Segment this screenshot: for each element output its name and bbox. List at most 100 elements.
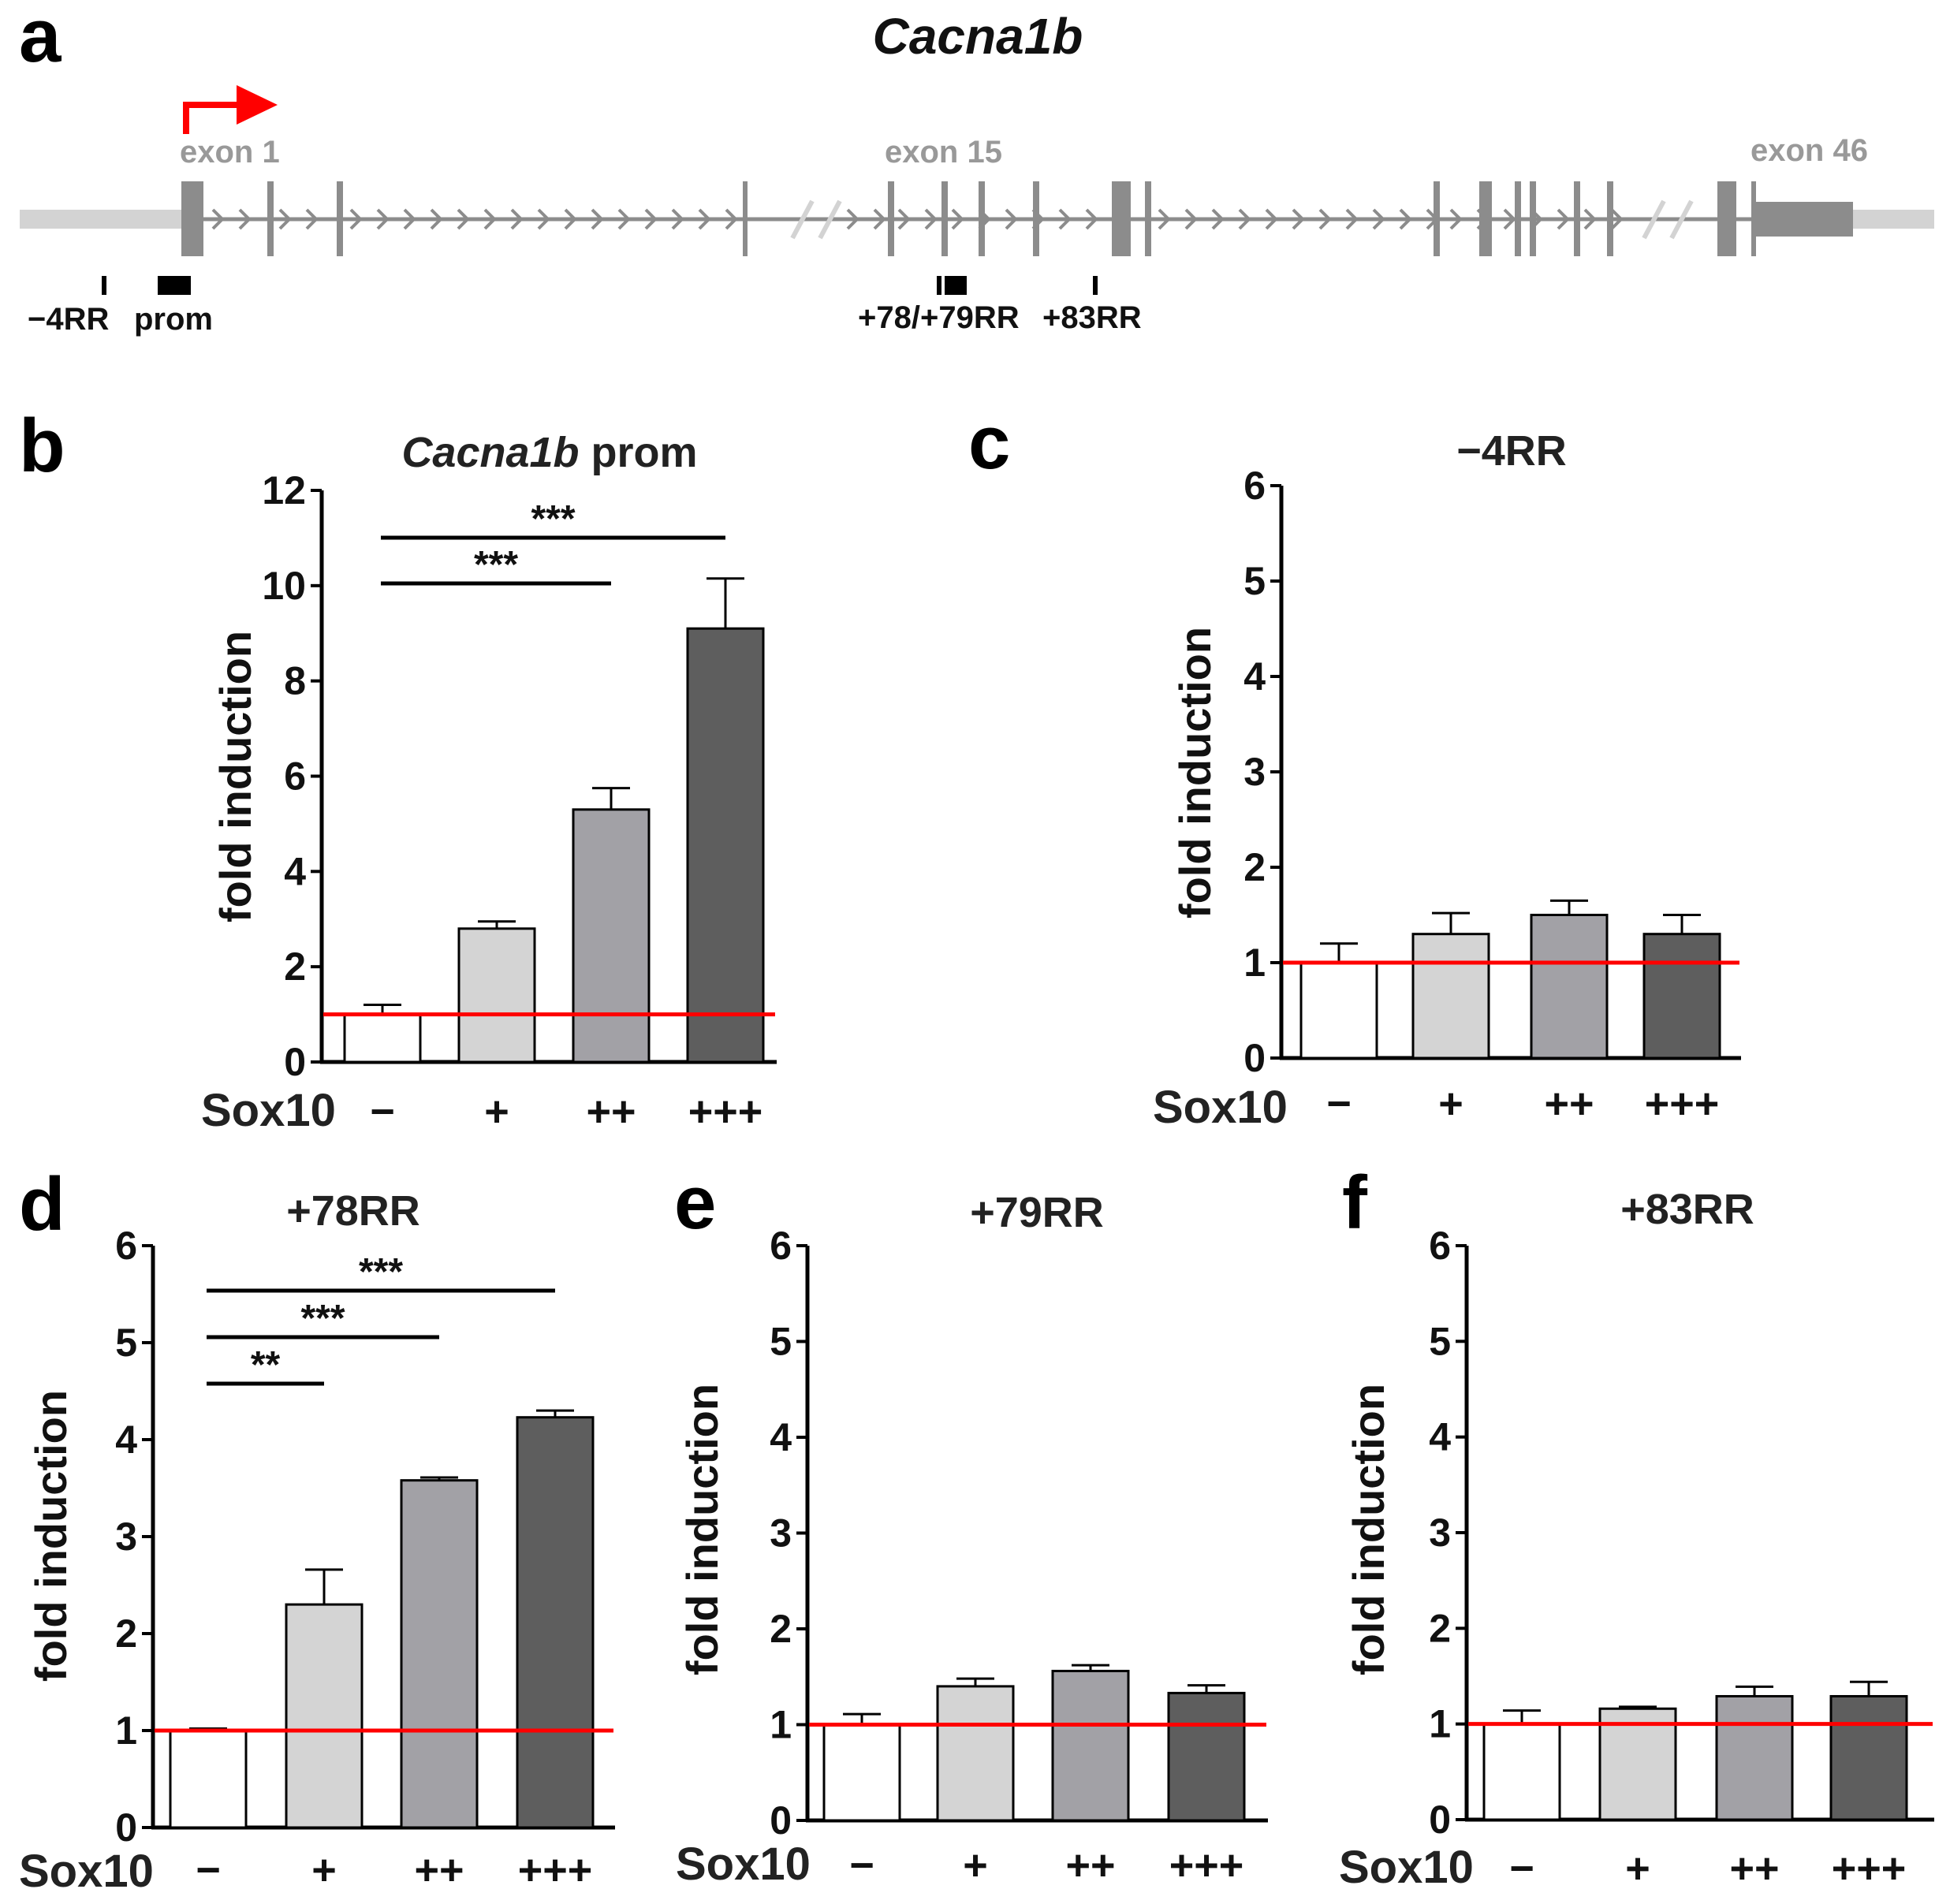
upstream-flank — [20, 210, 185, 229]
exon-label-15: exon 15 — [885, 135, 1002, 170]
chevron-icon — [1184, 208, 1198, 230]
chevron-icon — [1292, 208, 1305, 230]
exon-tick — [1717, 181, 1736, 256]
chevron-icon — [617, 208, 631, 230]
x-tick-label-f-1: + — [1625, 1845, 1650, 1892]
chart-title-b-italic: Cacna1b — [401, 429, 579, 476]
x-tick-label-b-1: + — [484, 1088, 509, 1135]
y-tick-label-b: 10 — [262, 564, 306, 608]
exon-tick — [1479, 181, 1492, 256]
chevron-icon — [1318, 208, 1332, 230]
y-tick-label-d: 2 — [115, 1612, 137, 1656]
chevron-icon — [1399, 208, 1412, 230]
chevron-icon — [1005, 208, 1018, 230]
y-tick-label-e: 4 — [770, 1415, 792, 1459]
region-mark-m4rr — [102, 276, 106, 295]
y-axis-label-d: fold induction — [26, 1390, 76, 1682]
x-tick-label-c-3: +++ — [1645, 1080, 1720, 1127]
chevron-icon — [1583, 208, 1597, 230]
y-tick-label-d: 6 — [115, 1224, 137, 1268]
chart-title-c: −4RR — [1456, 427, 1567, 475]
chart-title-b-rest: prom — [580, 429, 698, 476]
exon-tick — [337, 181, 343, 256]
y-tick-label-e: 6 — [770, 1224, 792, 1268]
chevron-icon — [510, 208, 524, 230]
y-tick-label-c: 5 — [1243, 559, 1266, 603]
y-tick-label-f: 1 — [1429, 1702, 1451, 1746]
chevron-icon — [278, 208, 292, 230]
exon-tick — [1112, 181, 1131, 256]
y-tick-label-e: 2 — [770, 1607, 792, 1651]
x-tick-label-d-3: +++ — [518, 1846, 593, 1894]
region-label-78-79rr: +78/+79RR — [858, 300, 1020, 335]
chevron-icon — [873, 208, 886, 230]
bar-b-3 — [686, 627, 765, 1064]
x-axis-label-b: Sox10 — [201, 1085, 336, 1136]
x-tick-label-e-2: ++ — [1065, 1842, 1115, 1889]
bar-b-1 — [457, 927, 536, 1064]
panel-a: a Cacna1b exon 1 exon 15 exon 46 — [19, 0, 1934, 337]
panel-letter-e: e — [674, 1161, 716, 1245]
sig-label-d-1: *** — [300, 1298, 345, 1340]
bar-d-2 — [400, 1479, 479, 1829]
chevron-icon — [644, 208, 658, 230]
sig-label-b-0: *** — [474, 544, 518, 586]
y-tick-label-d: 3 — [115, 1515, 137, 1559]
y-tick-label-d: 1 — [115, 1708, 137, 1753]
y-tick-label-e: 3 — [770, 1511, 792, 1556]
exon-1 — [181, 181, 203, 256]
y-tick-label-e: 0 — [770, 1798, 792, 1843]
x-tick-label-f-0: − — [1509, 1845, 1534, 1892]
chevron-icon — [537, 208, 550, 230]
x-tick-label-f-2: ++ — [1729, 1845, 1779, 1892]
exons — [267, 181, 1756, 256]
x-tick-label-e-0: − — [849, 1842, 874, 1889]
y-tick-label-c: 4 — [1243, 654, 1266, 699]
chevron-icon — [1058, 208, 1072, 230]
panel-letter-b: b — [19, 404, 65, 488]
chevron-icon — [1158, 208, 1171, 230]
y-tick-label-f: 3 — [1429, 1511, 1451, 1555]
y-tick-label-b: 6 — [284, 755, 306, 799]
x-axis-label-f: Sox10 — [1339, 1842, 1474, 1893]
panel-letter-f: f — [1342, 1161, 1368, 1245]
y-tick-label-c: 1 — [1243, 941, 1266, 985]
region-mark-83rr — [1093, 276, 1098, 295]
chevron-icon — [924, 208, 938, 230]
exon-46-utr — [1754, 202, 1853, 237]
x-tick-label-b-3: +++ — [688, 1088, 763, 1135]
chevron-icon — [1238, 208, 1251, 230]
x-tick-label-b-0: − — [370, 1088, 395, 1135]
exon-tick — [888, 181, 894, 256]
chevron-icon — [211, 208, 225, 230]
chevron-icon — [430, 208, 443, 230]
chevron-icon — [1449, 208, 1463, 230]
chevron-icon — [1557, 208, 1570, 230]
chevron-icon — [238, 208, 252, 230]
chart-title-e: +79RR — [970, 1189, 1104, 1236]
chevron-icon — [376, 208, 390, 230]
exon-tick — [267, 181, 274, 256]
x-tick-label-e-3: +++ — [1169, 1842, 1244, 1889]
tss-arrow-icon — [183, 85, 278, 134]
bar-b-0 — [343, 1013, 422, 1064]
exon-label-1: exon 1 — [180, 135, 280, 170]
bar-c-1 — [1411, 933, 1490, 1060]
region-label-m4rr: −4RR — [28, 302, 109, 337]
x-tick-label-d-1: + — [311, 1846, 337, 1894]
chart-title-d: +78RR — [286, 1187, 420, 1235]
exon-tick — [1434, 181, 1440, 256]
y-tick-label-c: 3 — [1243, 750, 1266, 794]
exon-tick — [1607, 181, 1613, 256]
chevron-icon — [1265, 208, 1278, 230]
exon-tick — [1751, 181, 1756, 256]
chevron-icon — [305, 208, 319, 230]
y-tick-label-b: 4 — [284, 849, 306, 893]
chevron-icon — [349, 208, 363, 230]
exon-tick — [941, 181, 948, 256]
